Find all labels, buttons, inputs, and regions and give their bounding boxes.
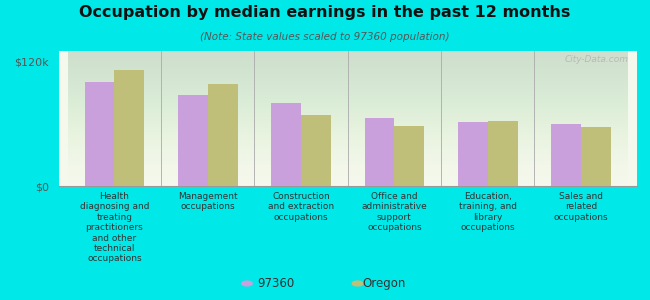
Bar	[84, 82, 114, 186]
Text: 97360: 97360	[257, 277, 294, 290]
Text: Sales and
related
occupations: Sales and related occupations	[554, 192, 608, 222]
Bar	[271, 103, 301, 186]
Text: Health
diagnosing and
treating
practitioners
and other
technical
occupations: Health diagnosing and treating practitio…	[80, 192, 150, 263]
Text: Construction
and extraction
occupations: Construction and extraction occupations	[268, 192, 334, 222]
Text: Management
occupations: Management occupations	[178, 192, 238, 212]
Text: Oregon: Oregon	[363, 277, 406, 290]
Text: (Note: State values scaled to 97360 population): (Note: State values scaled to 97360 popu…	[200, 32, 450, 41]
Bar	[551, 124, 581, 186]
Bar	[178, 94, 208, 186]
Bar	[301, 116, 331, 186]
Bar	[581, 127, 611, 186]
Bar	[395, 126, 424, 186]
Bar	[488, 121, 517, 186]
Text: City-Data.com: City-Data.com	[564, 55, 629, 64]
Text: Education,
training, and
library
occupations: Education, training, and library occupat…	[459, 192, 517, 232]
Bar	[458, 122, 488, 186]
Bar	[114, 70, 144, 186]
Bar	[365, 118, 395, 186]
Bar	[208, 84, 238, 186]
Text: Occupation by median earnings in the past 12 months: Occupation by median earnings in the pas…	[79, 4, 571, 20]
Text: Office and
administrative
support
occupations: Office and administrative support occupa…	[361, 192, 427, 232]
